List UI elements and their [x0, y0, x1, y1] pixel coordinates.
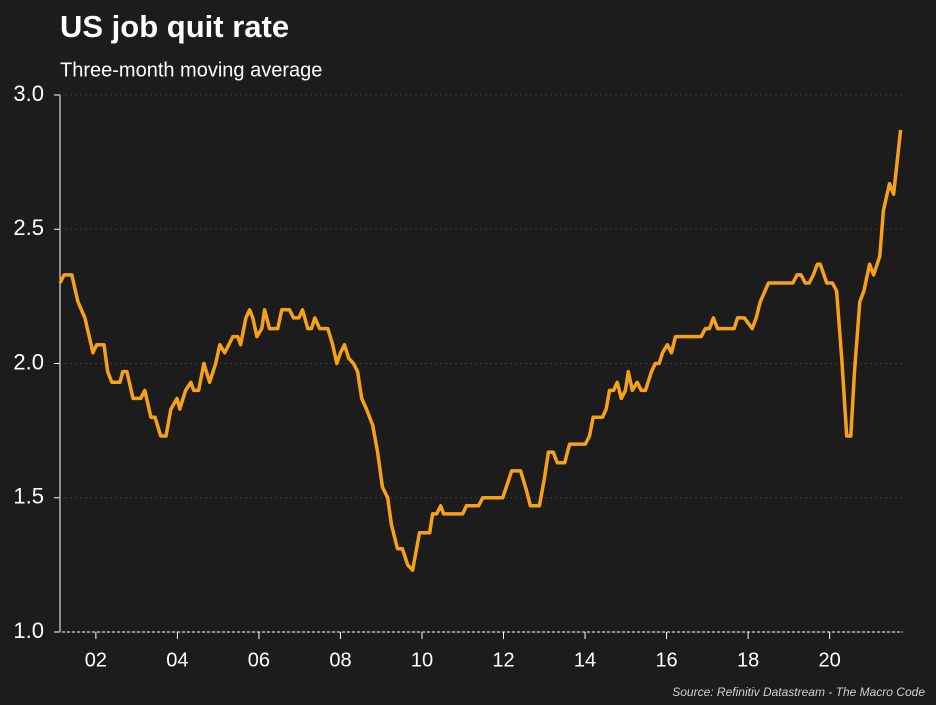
x-tick-label: 02	[85, 649, 107, 671]
y-tick-label: 1.5	[13, 484, 44, 509]
chart-title: US job quit rate	[60, 9, 289, 44]
y-tick-label: 2.5	[13, 215, 44, 240]
source-note: Source: Refinitiv Datastream - The Macro…	[672, 685, 925, 699]
x-tick-label: 12	[492, 649, 514, 671]
x-tick-label: 14	[574, 649, 596, 671]
x-tick-label: 18	[737, 649, 759, 671]
chart-subtitle: Three-month moving average	[60, 59, 322, 81]
data-line	[58, 129, 903, 572]
y-tick-label: 2.0	[13, 349, 44, 374]
x-tick-label: 20	[818, 649, 840, 671]
x-tick-label: 06	[248, 649, 270, 671]
y-tick-label: 3.0	[13, 81, 44, 106]
x-tick-label: 16	[655, 649, 677, 671]
x-tick-label: 10	[411, 649, 433, 671]
x-tick-label: 08	[329, 649, 351, 671]
x-tick-label: 04	[166, 649, 188, 671]
y-tick-label: 1.0	[13, 618, 44, 643]
